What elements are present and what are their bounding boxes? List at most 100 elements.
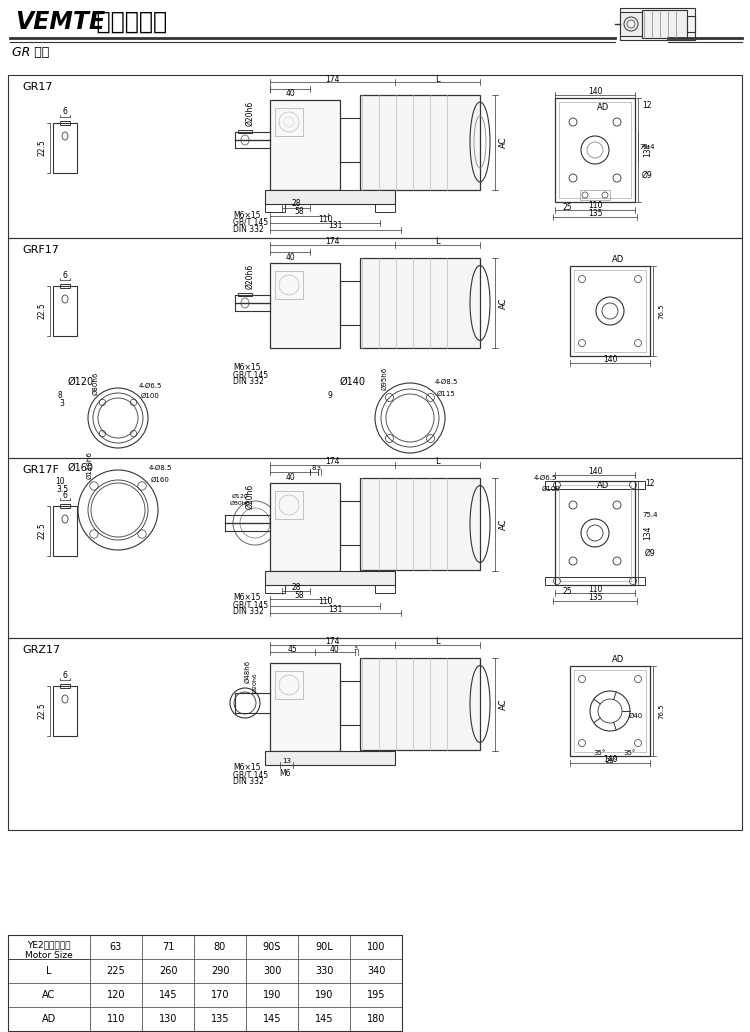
Text: Ø100: Ø100 [140, 393, 160, 399]
Text: 13: 13 [282, 757, 291, 764]
Bar [238, 293, 252, 296]
Bar [275, 271, 303, 299]
Text: 140: 140 [603, 754, 617, 764]
Text: Ø80h6: Ø80h6 [93, 372, 99, 394]
Text: 25°: 25° [606, 757, 618, 764]
Text: Ø9: Ø9 [644, 548, 656, 557]
Text: 12: 12 [642, 100, 652, 109]
Text: VEMTE: VEMTE [15, 10, 105, 34]
Text: 140: 140 [588, 87, 602, 96]
Text: GB/T 145: GB/T 145 [233, 601, 268, 610]
Text: 58: 58 [294, 207, 304, 217]
Text: Ø100: Ø100 [542, 486, 560, 492]
Text: 145: 145 [159, 990, 177, 1000]
Text: AD: AD [597, 482, 609, 490]
Bar [275, 671, 303, 699]
Text: 瓦玛特传动: 瓦玛特传动 [80, 10, 167, 34]
Text: 110: 110 [318, 598, 332, 607]
Text: AC: AC [499, 699, 508, 710]
Text: Ø160: Ø160 [151, 477, 170, 483]
Text: Ø20h6: Ø20h6 [245, 483, 254, 509]
Text: 35°: 35° [624, 750, 636, 756]
Text: AC: AC [42, 990, 56, 1000]
Bar [60, 284, 70, 288]
Bar [275, 108, 303, 136]
Bar [360, 658, 480, 750]
Text: 145: 145 [315, 1014, 333, 1024]
Text: DIN 332: DIN 332 [233, 378, 264, 387]
Text: AC: AC [499, 136, 508, 148]
Text: GR17: GR17 [22, 82, 53, 92]
Bar [265, 190, 395, 204]
Text: 170: 170 [211, 990, 230, 1000]
Bar [360, 258, 480, 348]
Bar [340, 501, 360, 545]
Bar [265, 751, 395, 765]
Text: Ø120: Ø120 [232, 493, 248, 498]
Text: 3: 3 [59, 398, 64, 408]
Text: DIN 332: DIN 332 [233, 225, 264, 233]
Bar [360, 95, 480, 190]
Text: 135: 135 [211, 1014, 230, 1024]
Bar [545, 481, 645, 489]
Bar [545, 577, 645, 585]
Bar [375, 585, 395, 593]
Text: 131: 131 [328, 222, 343, 230]
Bar [8, 935, 402, 1031]
Bar [270, 663, 340, 751]
Text: 330: 330 [315, 966, 333, 976]
Text: GR17F: GR17F [22, 465, 58, 475]
Bar [360, 478, 480, 570]
Text: M6×15: M6×15 [233, 764, 260, 773]
Text: 9: 9 [328, 391, 332, 400]
Bar [275, 491, 303, 519]
Text: GR 系列: GR 系列 [12, 45, 50, 59]
Text: Ø115: Ø115 [436, 391, 455, 397]
Bar [265, 571, 395, 585]
Text: 75.4: 75.4 [642, 512, 658, 518]
Bar [340, 681, 360, 725]
Text: 58: 58 [294, 590, 304, 600]
Text: 300: 300 [262, 966, 281, 976]
Text: AC: AC [499, 297, 508, 309]
Text: Ø40: Ø40 [628, 713, 643, 719]
Bar [687, 17, 695, 32]
Text: 260: 260 [159, 966, 177, 976]
Bar [8, 638, 742, 830]
Text: 174: 174 [325, 457, 339, 466]
Bar [570, 666, 650, 756]
Bar [53, 123, 77, 173]
Bar [8, 75, 742, 238]
Text: 140: 140 [603, 355, 617, 363]
Text: 45: 45 [287, 645, 297, 653]
Bar [574, 270, 646, 352]
Text: 100: 100 [367, 942, 386, 952]
Text: 3.5: 3.5 [56, 485, 68, 494]
Text: 76.5: 76.5 [658, 303, 664, 319]
Text: L: L [46, 966, 52, 976]
Text: Ø120: Ø120 [68, 377, 94, 387]
Bar [60, 684, 70, 688]
Text: 190: 190 [315, 990, 333, 1000]
Text: GB/T 145: GB/T 145 [233, 370, 268, 380]
Text: 120: 120 [106, 990, 125, 1000]
Bar [574, 670, 646, 752]
Text: AD: AD [597, 102, 609, 111]
Text: 22.5: 22.5 [38, 703, 46, 719]
Text: AD: AD [612, 255, 624, 263]
Text: 28: 28 [291, 582, 301, 591]
Text: Ø48h6: Ø48h6 [245, 659, 251, 682]
Text: 71: 71 [162, 942, 174, 952]
Text: 225: 225 [106, 966, 125, 976]
Text: 22.5: 22.5 [38, 139, 46, 157]
Bar [238, 130, 252, 133]
Text: 40: 40 [285, 90, 295, 98]
Text: 90S: 90S [262, 942, 281, 952]
Text: M6×15: M6×15 [233, 363, 260, 373]
Text: 4-Ø8.5: 4-Ø8.5 [148, 465, 172, 471]
Text: M6×15: M6×15 [233, 593, 260, 603]
Text: 110: 110 [588, 584, 602, 593]
Bar [53, 286, 77, 336]
Text: 4-Ø6.5: 4-Ø6.5 [533, 475, 556, 481]
Text: DIN 332: DIN 332 [233, 777, 264, 786]
